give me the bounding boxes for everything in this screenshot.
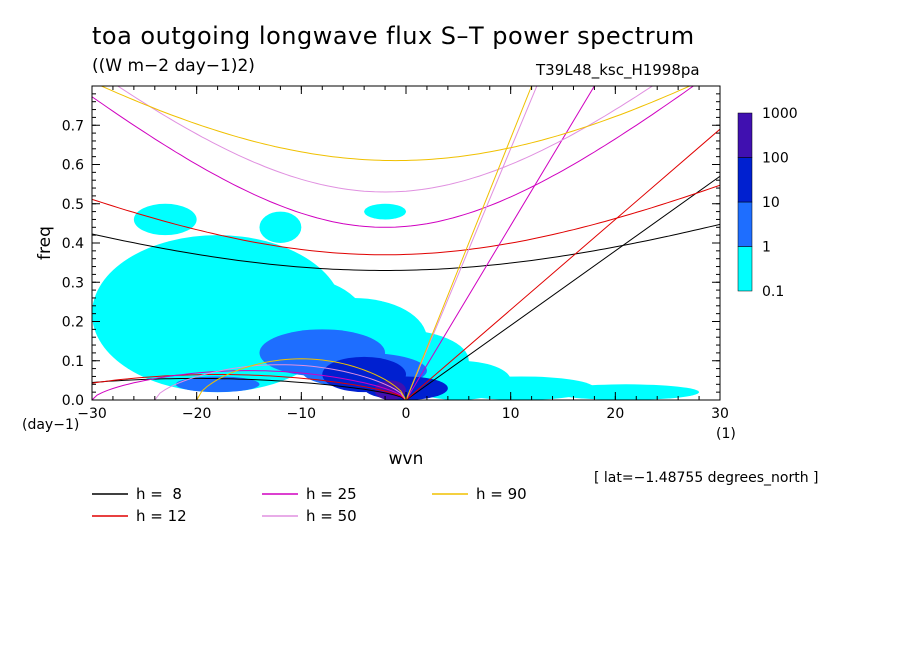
kelvin-wave-line <box>405 86 538 400</box>
rossby-wave-curve <box>92 370 407 400</box>
x-tick-label: −10 <box>287 406 317 422</box>
x-tick-label: −20 <box>182 406 212 422</box>
power-region <box>364 203 407 220</box>
x-tick-label: 20 <box>606 406 624 422</box>
x-tick-label: 30 <box>711 406 729 422</box>
rossby-wave-curve <box>92 377 407 400</box>
y-tick-label: 0.2 <box>62 315 84 331</box>
power-region <box>259 211 302 243</box>
legend-label: h = 12 <box>136 507 187 525</box>
colorbar-swatch <box>737 246 753 292</box>
ig-wave-curve <box>92 86 695 228</box>
latitude-note: [ lat=−1.48755 degrees_north ] <box>594 470 819 486</box>
y-tick-label: 0.3 <box>62 275 84 291</box>
kelvin-wave-line <box>405 175 720 400</box>
ig-wave-curve <box>92 184 720 256</box>
colorbar-label: 100 <box>762 151 789 167</box>
run-id-label: T39L48_ksc_H1998pa <box>536 61 700 79</box>
kelvin-wave-line <box>405 86 533 400</box>
x-tick-label: −30 <box>77 406 107 422</box>
ig-wave-curve <box>100 86 691 162</box>
rossby-wave-curve <box>92 364 407 400</box>
chart-title: toa outgoing longwave flux S–T power spe… <box>92 22 695 50</box>
y-unit-label: (day−1) <box>22 417 79 433</box>
units-label: ((W m−2 day−1)2) <box>92 56 255 76</box>
colorbar-label: 1000 <box>762 106 798 122</box>
colorbar-swatch <box>737 201 753 247</box>
y-tick-label: 0.0 <box>62 393 84 409</box>
y-tick-label: 0.6 <box>62 158 84 174</box>
ig-wave-curve <box>92 223 720 271</box>
legend-label: h = 50 <box>306 507 357 525</box>
ig-wave-curve <box>116 86 654 193</box>
colorbar-label: 10 <box>762 195 780 211</box>
y-tick-label: 0.1 <box>62 354 84 370</box>
y-tick-label: 0.4 <box>62 236 84 252</box>
power-fill-layer <box>92 203 700 400</box>
colorbar-swatch <box>737 112 753 158</box>
x-unit-label: (1) <box>716 426 736 442</box>
legend: h = 8 h = 12 h = 25 h = 50 h = 90 <box>92 485 527 525</box>
power-region <box>175 376 260 393</box>
legend-label: h = 90 <box>476 485 527 503</box>
rossby-wave-curve <box>92 358 407 400</box>
x-tick-label: 10 <box>502 406 520 422</box>
legend-label: h = 25 <box>306 485 357 503</box>
legend-label: h = 8 <box>136 485 182 503</box>
rossby-wave-curve <box>92 374 407 400</box>
kelvin-wave-line <box>405 128 720 400</box>
kelvin-wave-line <box>405 86 595 400</box>
colorbar-label: 0.1 <box>762 284 784 300</box>
y-tick-label: 0.7 <box>62 118 84 134</box>
y-tick-label: 0.5 <box>62 197 84 213</box>
power-region <box>552 384 700 400</box>
dispersion-lines <box>92 86 720 400</box>
x-tick-label: 0 <box>402 406 411 422</box>
power-region <box>133 203 197 236</box>
axis-ticks: −30 −20 −10 0 10 20 30 0.0 0.1 0.2 0.3 0.4 0.5 0.6 0.7 <box>62 86 729 422</box>
y-axis-label: freq <box>35 226 55 260</box>
colorbar: 0.1 1 10 100 1000 <box>737 106 798 300</box>
colorbar-label: 1 <box>762 240 771 256</box>
x-axis-label: wvn <box>389 449 424 469</box>
colorbar-swatch <box>737 157 753 203</box>
